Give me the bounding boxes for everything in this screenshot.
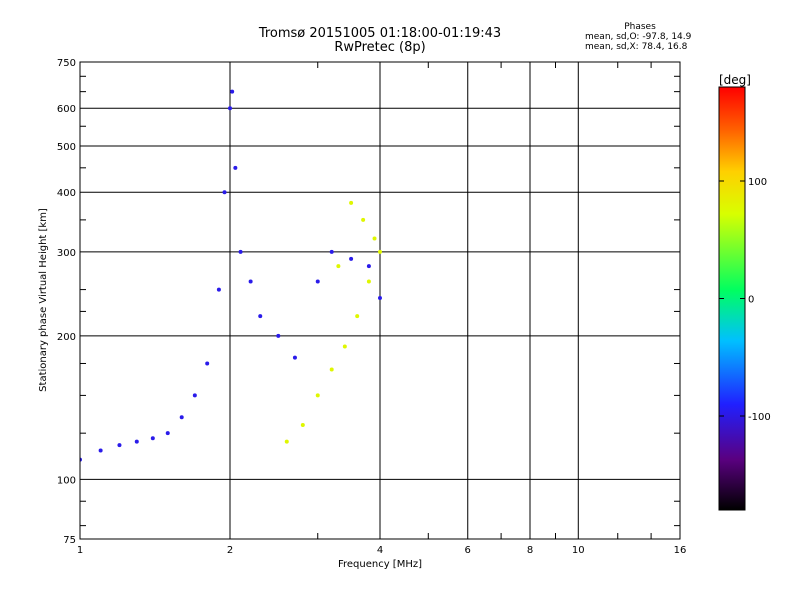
phase-summary: Phases mean, sd,O: -97.8, 14.9 mean, sd,… [585, 22, 695, 52]
data-point [329, 249, 334, 254]
title-line-2: RwPretec (8p) [334, 40, 426, 55]
title-line-1: Tromsø 20151005 01:18:00-01:19:43 [258, 26, 502, 41]
data-point [98, 448, 103, 453]
data-point [222, 190, 227, 195]
y-tick-label: 750 [57, 58, 76, 69]
data-point [361, 217, 366, 222]
data-point [315, 393, 320, 398]
data-point [258, 314, 263, 319]
data-point [117, 443, 122, 448]
colorbar-tick-label: -100 [748, 412, 771, 423]
data-point [292, 355, 297, 360]
data-point [355, 314, 360, 319]
data-point [300, 423, 305, 428]
colorbar-tick-label: 0 [748, 295, 754, 306]
y-tick-label: 600 [57, 104, 76, 115]
chart-title: Tromsø 20151005 01:18:00-01:19:43 RwPret… [230, 27, 530, 55]
colorbar-tick-label: 100 [748, 177, 767, 188]
x-tick-label: 8 [527, 545, 533, 556]
data-point [366, 279, 371, 284]
data-point [372, 236, 377, 241]
y-axis-label: Stationary phase Virtual Height [km] [38, 208, 49, 392]
y-axis-ticks: 75 100 200 300 400 500 600 750 [57, 58, 680, 546]
y-tick-label: 75 [63, 535, 76, 546]
data-point [192, 393, 197, 398]
data-point [230, 89, 235, 94]
colorbar-ticks: 100 0 -100 [719, 177, 771, 423]
data-point [378, 296, 382, 301]
x-axis-label: Frequency [MHz] [338, 559, 422, 570]
y-tick-label: 300 [57, 248, 76, 259]
data-point [378, 249, 382, 254]
data-point [342, 344, 347, 349]
y-tick-label: 200 [57, 332, 76, 343]
data-point [233, 165, 238, 170]
x-tick-label: 10 [572, 545, 585, 556]
grid-lines [80, 62, 680, 539]
x-tick-label: 4 [377, 545, 383, 556]
data-point [349, 200, 354, 205]
data-point [349, 256, 354, 261]
data-point [205, 361, 210, 366]
phase-o-line: mean, sd,O: -97.8, 14.9 [585, 32, 692, 42]
x-tick-label: 16 [674, 545, 687, 556]
x-axis-ticks: 1 2 4 6 8 10 16 [77, 62, 687, 556]
x-tick-label: 6 [465, 545, 471, 556]
y-tick-label: 100 [57, 475, 76, 486]
data-points [80, 89, 382, 462]
data-point [150, 436, 155, 441]
data-point [276, 333, 281, 338]
data-point [165, 431, 170, 436]
data-point [134, 439, 139, 444]
colorbar-label: [deg] [719, 73, 751, 87]
x-tick-label: 1 [77, 545, 83, 556]
y-tick-label: 500 [57, 142, 76, 153]
data-point [248, 279, 253, 284]
data-point [366, 264, 371, 269]
x-tick-label: 2 [227, 545, 233, 556]
phase-header: Phases [624, 22, 656, 32]
data-point [284, 439, 289, 444]
data-point [216, 287, 221, 292]
data-point [179, 415, 184, 420]
data-point [315, 279, 320, 284]
data-point [238, 249, 243, 254]
phase-x-line: mean, sd,X: 78.4, 16.8 [585, 42, 688, 52]
y-tick-label: 400 [57, 188, 76, 199]
data-point [336, 264, 341, 269]
plot-frame [79, 61, 681, 540]
data-point [228, 106, 232, 111]
data-point [329, 367, 334, 372]
